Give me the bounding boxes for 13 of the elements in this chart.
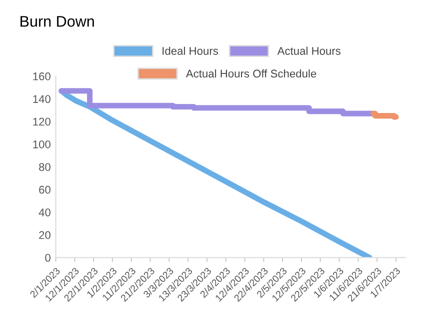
y-tick-label: 100	[33, 140, 50, 148]
y-tick-label: 80	[39, 163, 50, 171]
y-tick-label: 20	[39, 231, 50, 240]
y-tick-label: 140	[33, 95, 50, 103]
y-tick-label: 40	[38, 208, 50, 216]
y-tick-label: 0	[45, 254, 50, 262]
legend-label: Actual Hours	[277, 46, 341, 55]
chart-title: Burn Down	[20, 16, 94, 27]
legend-label: Actual Hours Off Schedule	[186, 69, 316, 78]
y-tick-label: 160	[33, 72, 50, 80]
y-tick-label: 60	[39, 186, 50, 194]
legend-label: Ideal Hours	[162, 46, 218, 55]
y-tick-label: 120	[33, 118, 50, 126]
